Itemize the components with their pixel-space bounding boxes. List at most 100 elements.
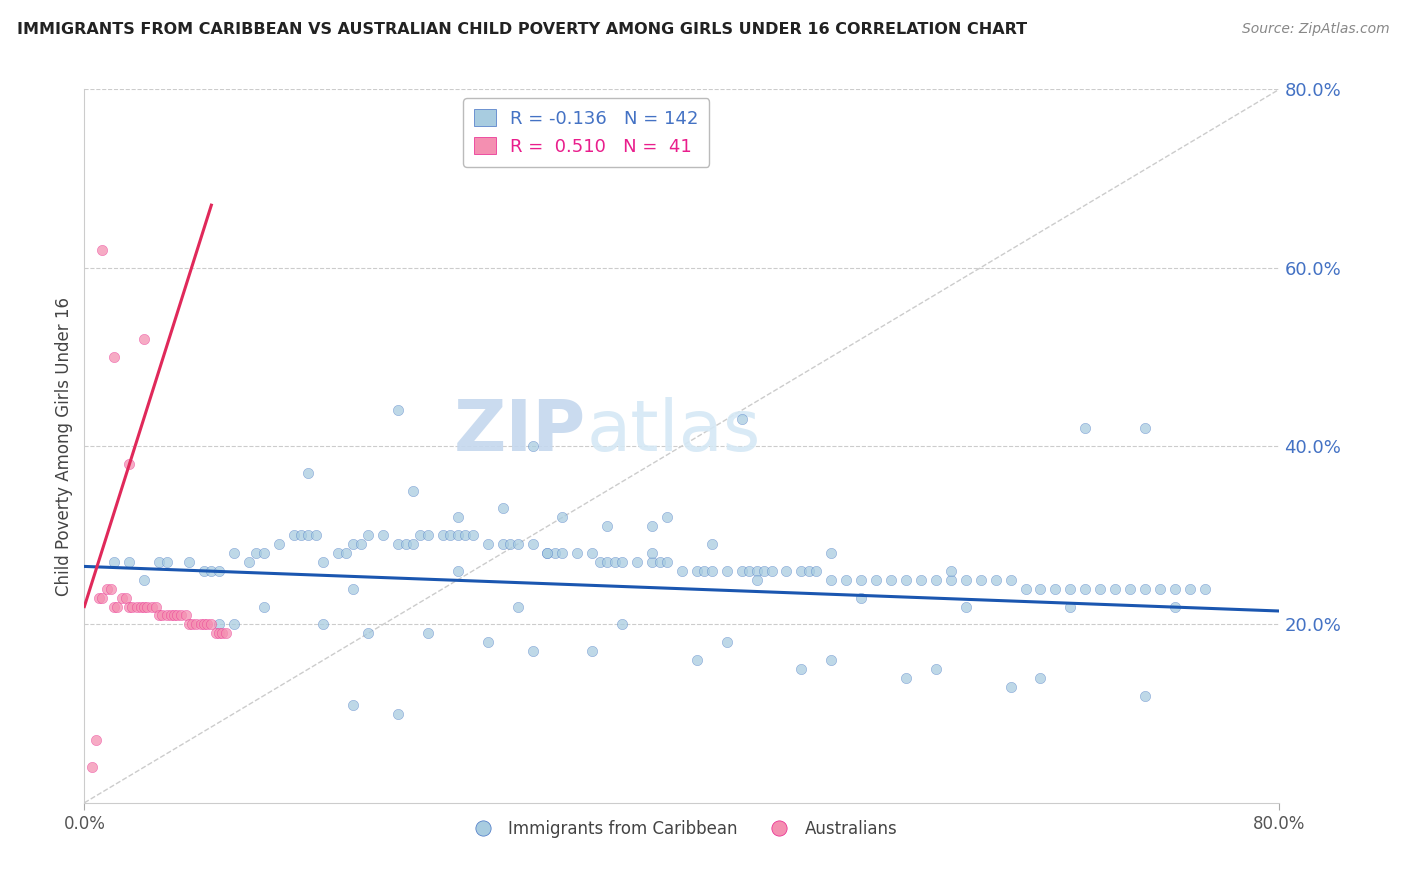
Point: [970, 573, 993, 587]
Point: [238, 555, 260, 569]
Point: [1029, 671, 1052, 685]
Point: [208, 564, 231, 578]
Point: [671, 564, 693, 578]
Point: [163, 608, 186, 623]
Point: [731, 412, 754, 426]
Point: [105, 599, 128, 614]
Point: [880, 573, 903, 587]
Point: [190, 617, 212, 632]
Point: [655, 510, 678, 524]
Point: [522, 537, 544, 551]
Point: [373, 528, 395, 542]
Point: [581, 644, 603, 658]
Point: [170, 608, 193, 623]
Point: [894, 671, 917, 685]
Point: [141, 599, 163, 614]
Point: [686, 653, 709, 667]
Point: [939, 573, 962, 587]
Point: [103, 555, 125, 569]
Point: [409, 528, 432, 542]
Point: [851, 591, 873, 605]
Point: [1014, 582, 1036, 596]
Point: [155, 608, 177, 623]
Y-axis label: Child Poverty Among Girls Under 16: Child Poverty Among Girls Under 16: [55, 296, 73, 596]
Point: [132, 599, 156, 614]
Point: [716, 635, 738, 649]
Point: [150, 608, 173, 623]
Point: [148, 608, 170, 623]
Point: [612, 617, 634, 632]
Point: [686, 564, 709, 578]
Point: [1090, 582, 1112, 596]
Point: [145, 599, 167, 614]
Point: [1000, 680, 1022, 694]
Point: [342, 537, 364, 551]
Point: [761, 564, 783, 578]
Point: [551, 546, 574, 560]
Point: [506, 599, 529, 614]
Point: [402, 537, 425, 551]
Point: [91, 591, 114, 605]
Point: [1000, 573, 1022, 587]
Point: [522, 644, 544, 658]
Point: [181, 617, 204, 632]
Point: [955, 573, 977, 587]
Point: [655, 555, 678, 569]
Point: [461, 528, 484, 542]
Point: [820, 653, 842, 667]
Point: [1119, 582, 1142, 596]
Point: [205, 626, 228, 640]
Point: [1133, 421, 1156, 435]
Text: ZIP: ZIP: [454, 397, 586, 467]
Point: [477, 635, 499, 649]
Point: [1059, 582, 1081, 596]
Point: [335, 546, 357, 560]
Point: [208, 617, 231, 632]
Point: [626, 555, 648, 569]
Point: [477, 537, 499, 551]
Point: [1133, 582, 1156, 596]
Point: [222, 617, 245, 632]
Point: [693, 564, 716, 578]
Point: [129, 599, 152, 614]
Point: [820, 573, 842, 587]
Point: [492, 501, 515, 516]
Point: [121, 599, 143, 614]
Point: [211, 626, 233, 640]
Point: [738, 564, 761, 578]
Point: [492, 537, 515, 551]
Point: [925, 573, 948, 587]
Point: [1164, 582, 1187, 596]
Point: [731, 564, 754, 578]
Point: [215, 626, 238, 640]
Point: [536, 546, 558, 560]
Point: [1194, 582, 1216, 596]
Point: [596, 519, 619, 533]
Text: atlas: atlas: [586, 397, 761, 467]
Point: [447, 510, 470, 524]
Point: [80, 760, 103, 774]
Point: [806, 564, 828, 578]
Point: [350, 537, 373, 551]
Point: [955, 599, 977, 614]
Point: [328, 546, 350, 560]
Point: [132, 332, 156, 346]
Text: Source: ZipAtlas.com: Source: ZipAtlas.com: [1241, 22, 1389, 37]
Point: [166, 608, 188, 623]
Point: [984, 573, 1007, 587]
Point: [1178, 582, 1201, 596]
Point: [499, 537, 522, 551]
Point: [200, 564, 222, 578]
Point: [536, 546, 558, 560]
Point: [797, 564, 820, 578]
Point: [612, 555, 634, 569]
Point: [432, 528, 454, 542]
Point: [193, 617, 215, 632]
Point: [603, 555, 626, 569]
Point: [752, 564, 775, 578]
Point: [596, 555, 619, 569]
Legend: Immigrants from Caribbean, Australians: Immigrants from Caribbean, Australians: [460, 814, 904, 845]
Point: [447, 564, 470, 578]
Point: [1149, 582, 1171, 596]
Point: [925, 662, 948, 676]
